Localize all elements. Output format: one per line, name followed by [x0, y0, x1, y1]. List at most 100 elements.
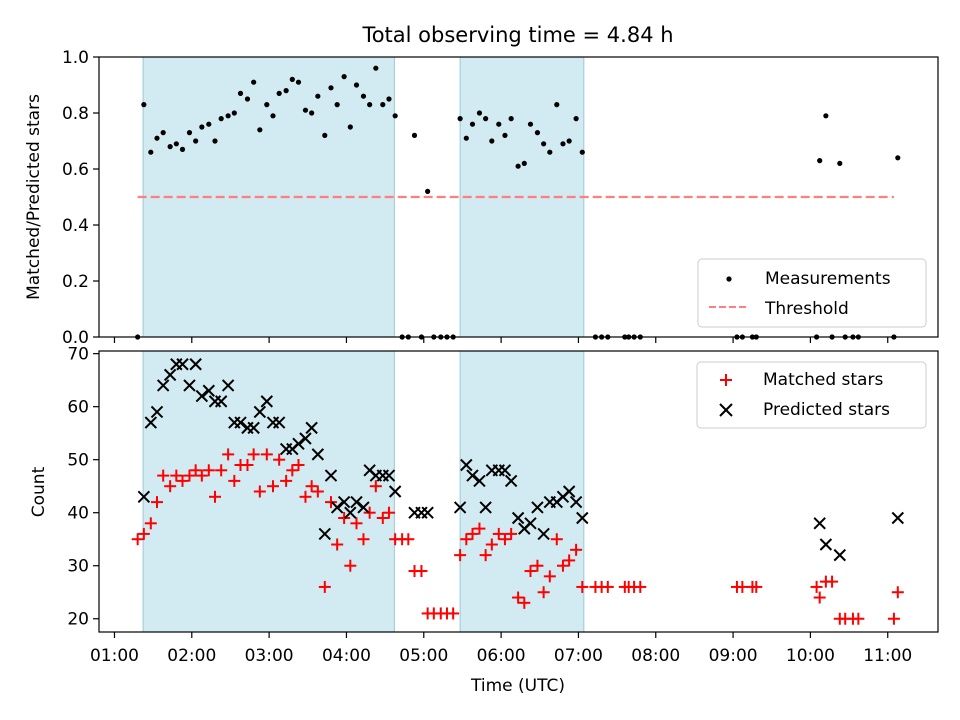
- legend-box: [697, 258, 927, 328]
- matched-star-point: [601, 580, 614, 593]
- matched-star-point: [634, 580, 647, 593]
- measurement-point: [283, 88, 289, 94]
- measurement-point: [148, 149, 154, 155]
- measurement-point: [276, 90, 282, 96]
- predicted-star-point: [311, 448, 325, 461]
- matched-star-point: [195, 469, 208, 482]
- measurement-point: [315, 93, 321, 99]
- matched-star-point: [826, 575, 839, 588]
- measurement-point: [193, 138, 199, 144]
- predicted-star-point: [195, 389, 209, 403]
- legend: Measurements Threshold: [697, 258, 927, 328]
- measurement-point: [199, 124, 205, 130]
- y-axis: 20 30 40 50 60 70: [67, 345, 99, 630]
- measurement-point: [837, 160, 843, 166]
- measurement-point: [463, 135, 469, 141]
- predicted-star-point: [421, 506, 434, 519]
- legend: Matched stars Predicted stars: [696, 361, 927, 429]
- measurement-point: [309, 110, 315, 116]
- predicted-star-point: [357, 501, 370, 514]
- predicted-star-point: [388, 485, 402, 498]
- measurement-point: [425, 188, 431, 194]
- matched-star-point: [473, 522, 486, 535]
- matched-star-point: [498, 533, 511, 546]
- measurement-point: [186, 130, 193, 136]
- legend-label-threshold: Threshold: [764, 299, 849, 319]
- matched-star-point: [563, 554, 576, 567]
- matched-star-point: [208, 490, 221, 503]
- predicted-star-point: [183, 379, 196, 392]
- measurement-point: [476, 110, 483, 116]
- matched-star-point: [357, 533, 370, 546]
- predicted-star-point: [466, 469, 479, 482]
- matched-star-point: [556, 559, 569, 572]
- measurement-point: [154, 135, 160, 141]
- matched-star-point: [331, 538, 344, 551]
- matched-star-point: [750, 580, 763, 593]
- matched-star-point: [266, 480, 279, 493]
- x-axis: 01:00 02:00 03:00 04:00 05:00 06:00 07:00 08:00…: [90, 632, 912, 666]
- matched-star-point: [144, 517, 157, 530]
- matched-star-point: [324, 496, 337, 509]
- matched-star-point: [485, 538, 498, 551]
- predicted-star-point: [498, 464, 512, 477]
- matched-star-point: [447, 607, 460, 620]
- measurement-point: [179, 146, 186, 152]
- matched-star-point: [299, 490, 312, 503]
- matched-star-point: [241, 458, 254, 471]
- measurement-point: [244, 96, 251, 102]
- observing-window-1: [142, 350, 395, 633]
- y-tick-label: 0.0: [62, 328, 89, 348]
- predicted-star-point: [318, 527, 332, 541]
- measurement-point: [457, 116, 463, 122]
- x-tick-label: 05:00: [399, 646, 448, 666]
- matched-star-point: [247, 448, 260, 461]
- predicted-star-point: [156, 379, 170, 392]
- measurement-point: [508, 116, 514, 122]
- x-tick-label: 04:00: [322, 646, 371, 666]
- matched-star-point: [550, 533, 563, 546]
- measurement-point: [483, 116, 489, 122]
- measurement-point: [231, 110, 237, 116]
- predicted-star-point: [150, 405, 164, 419]
- predicted-star-point: [382, 469, 396, 482]
- matched-star-point: [131, 533, 144, 546]
- x-tick-label: 03:00: [245, 646, 294, 666]
- predicted-star-point: [531, 501, 544, 514]
- y-tick-label: 20: [67, 610, 89, 630]
- matched-star-point: [570, 543, 583, 556]
- measurement-point: [386, 96, 392, 102]
- matched-star-point: [164, 480, 177, 493]
- measurement-point: [270, 113, 276, 119]
- predicted-star-point: [504, 474, 518, 488]
- legend-marker-matched: [720, 374, 732, 386]
- predicted-star-point: [299, 432, 312, 445]
- measurement-point: [392, 113, 398, 119]
- legend-label-measurements: Measurements: [765, 269, 891, 289]
- predicted-star-points: [137, 358, 904, 562]
- measurement-point: [515, 163, 521, 169]
- y-axis-label: Matched/Predicted stars: [24, 94, 44, 300]
- observing-windows: [142, 350, 585, 633]
- matched-star-point: [887, 612, 900, 625]
- predicted-star-point: [473, 474, 486, 488]
- measurement-point: [527, 121, 534, 127]
- matched-star-point: [150, 496, 163, 509]
- matched-star-point: [891, 586, 904, 599]
- measurement-point: [360, 93, 367, 99]
- predicted-star-point: [324, 469, 338, 482]
- matched-star-point: [466, 527, 479, 540]
- matched-star-point: [318, 580, 331, 593]
- legend-marker-predicted: [719, 403, 733, 417]
- measurement-point: [560, 141, 566, 147]
- x-tick-label: 11:00: [863, 646, 912, 666]
- measurement-point: [534, 130, 541, 136]
- measurement-point: [251, 79, 257, 85]
- x-axis-label: Time (UTC): [470, 676, 565, 696]
- matched-star-point: [852, 612, 865, 625]
- predicted-star-point: [247, 421, 260, 435]
- predicted-star-point: [350, 495, 363, 509]
- measurement-point: [347, 124, 353, 130]
- predicted-star-point: [569, 495, 583, 509]
- matched-star-point: [415, 565, 428, 578]
